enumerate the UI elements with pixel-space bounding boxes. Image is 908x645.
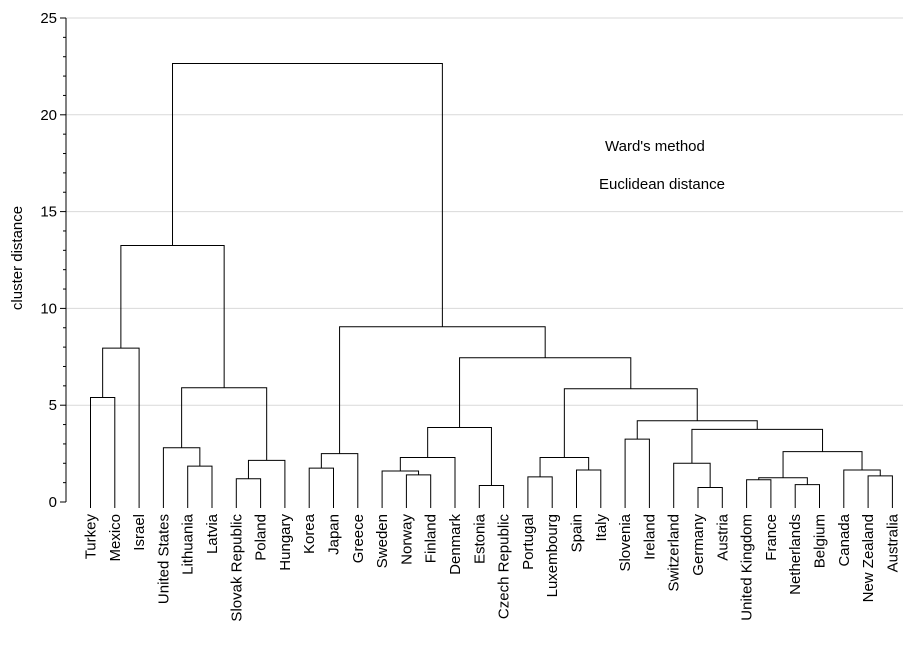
dendrogram-link-l [381,470,420,502]
leaf-label-denmark: Denmark [447,514,464,575]
dendrogram-link-n [478,485,505,502]
dendrogram-link-aa [782,451,863,478]
leaf-label-luxembourg: Luxembourg [544,514,561,597]
leaf-label-lithuania: Lithuania [180,513,197,575]
dendrogram-links [90,62,893,502]
leaf-label-france: France [763,514,780,561]
leaf-label-united-kingdom: United Kingdom [739,514,756,621]
y-axis-title: cluster distance [9,206,26,310]
y-tick-label-10: 10 [40,300,57,317]
leaf-label-netherlands: Netherlands [787,514,804,595]
leaf-label-slovenia: Slovenia [617,513,634,571]
leaf-label-poland: Poland [253,514,270,561]
y-tick-label-5: 5 [49,397,57,414]
dendrogram-link-z [843,469,881,502]
leaf-label-ireland: Ireland [641,514,658,560]
dendrogram-link-ad [563,388,698,458]
leaf-label-new-zealand: New Zealand [860,514,877,602]
dendrogram-link-w [794,484,820,502]
leaf-label-canada: Canada [836,513,853,566]
leaf-label-portugal: Portugal [520,514,537,570]
leaf-label-australia: Australia [884,513,901,572]
dendrogram-link-t [697,486,723,502]
annotation-distance: Euclidean distance [599,176,725,193]
dendrogram-link-m [399,456,456,502]
dendrogram-link-f [247,459,286,502]
leaf-label-belgium: Belgium [812,514,829,568]
dendrogram-link-q [576,469,602,502]
dendrogram-link-o [427,426,492,486]
dendrogram-link-ab [691,428,824,464]
y-tick-label-25: 25 [40,10,57,27]
dendrogram-link-j [320,453,359,502]
leaf-label-slovak-republic: Slovak Republic [228,514,245,622]
y-axis: 0 5 10 15 20 25 [40,10,893,511]
leaf-label-italy: Italy [593,514,610,542]
leaf-label-hungary: Hungary [277,514,294,571]
dendrogram-link-v [746,479,772,502]
dendrogram-link-u [673,462,711,502]
leaf-label-switzerland: Switzerland [666,514,683,592]
dendrogram-link-c [187,465,213,502]
dendrogram-link-x [758,477,808,485]
leaf-label-spain: Spain [569,514,586,552]
dendrogram-link-b [102,347,140,502]
leaf-label-united-states: United States [155,514,172,604]
leaf-labels: Turkey Mexico Israel United States Lithuania… [83,513,902,621]
dendrogram-link-r [539,456,590,477]
leaf-label-estonia: Estonia [471,513,488,564]
leaf-label-latvia: Latvia [204,513,221,554]
leaf-label-japan: Japan [326,514,343,555]
dendrogram-link-i [308,467,334,502]
y-tick-label-15: 15 [40,204,57,221]
leaf-label-sweden: Sweden [374,514,391,568]
leaf-label-israel: Israel [131,514,148,551]
annotation-method: Ward's method [605,138,705,155]
dendrogram-link-e [235,478,262,502]
dendrogram-link-a [90,396,116,502]
leaf-label-finland: Finland [423,514,440,563]
dendrogram-link-ag [172,62,443,327]
dendrogram-link-y [867,475,893,502]
leaf-label-mexico: Mexico [107,514,124,562]
leaf-label-norway: Norway [398,514,415,565]
leaf-label-greece: Greece [350,514,367,563]
dendrogram-link-s [624,438,650,502]
dendrogram-link-d [162,447,201,502]
dendrogram-link-g [181,387,268,461]
dendrogram-link-ae [459,357,632,428]
leaf-label-austria: Austria [714,513,731,560]
grid-lines [66,17,903,406]
leaf-label-korea: Korea [301,513,318,554]
dendrogram-link-h [120,244,225,388]
leaf-label-turkey: Turkey [83,514,100,560]
dendrogram-link-p [527,476,553,502]
leaf-label-germany: Germany [690,514,707,576]
leaf-label-czech-republic: Czech Republic [496,514,513,620]
y-tick-label-0: 0 [49,494,57,511]
dendrogram-link-af [339,326,546,454]
y-tick-label-20: 20 [40,107,57,124]
dendrogram-link-k [405,474,432,502]
